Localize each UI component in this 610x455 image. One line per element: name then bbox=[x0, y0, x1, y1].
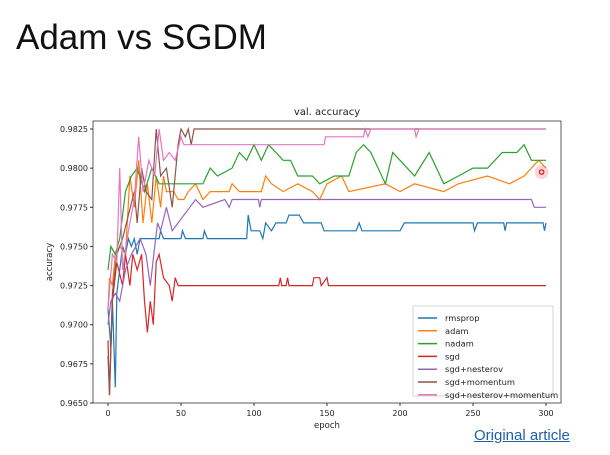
x-tick-label: 250 bbox=[465, 409, 480, 418]
legend-label: sgd+nesterov+momentum bbox=[445, 390, 558, 400]
chart-title: val. accuracy bbox=[294, 107, 360, 118]
legend-label: adam bbox=[445, 326, 469, 336]
cursor-highlight-icon bbox=[534, 165, 549, 180]
y-tick-label: 0.9700 bbox=[60, 321, 88, 330]
series-line-adam bbox=[107, 159, 547, 310]
legend-label: sgd bbox=[445, 351, 460, 361]
y-tick-label: 0.9825 bbox=[60, 125, 88, 134]
legend-label: sgd+momentum bbox=[445, 377, 515, 387]
y-tick-label: 0.9750 bbox=[60, 242, 88, 251]
x-tick-label: 50 bbox=[176, 409, 186, 418]
series-line-sgd bbox=[107, 252, 546, 396]
series-line-sgd-nesterov-momentum bbox=[107, 126, 546, 310]
y-tick-label: 0.9775 bbox=[60, 203, 88, 212]
series-line-rmsprop bbox=[107, 214, 547, 388]
series-line-nadam bbox=[107, 143, 546, 270]
y-tick-label: 0.9650 bbox=[60, 399, 88, 408]
x-axis-label: epoch bbox=[314, 421, 340, 431]
y-tick-label: 0.9800 bbox=[60, 164, 88, 173]
x-tick-label: 0 bbox=[105, 409, 110, 418]
legend: rmsprop adam nadam sgd sgd+nesterov sgd+momen… bbox=[412, 305, 558, 400]
series-line-sgd-nesterov bbox=[107, 198, 546, 325]
legend-label: nadam bbox=[445, 339, 474, 349]
y-tick-label: 0.9725 bbox=[60, 282, 88, 291]
legend-label: rmsprop bbox=[445, 313, 480, 323]
y-axis-label: accuracy bbox=[45, 243, 55, 281]
slide-title: Adam vs SGDM bbox=[16, 18, 267, 57]
y-tick-label: 0.9675 bbox=[60, 360, 88, 369]
x-tick-label: 300 bbox=[538, 409, 553, 418]
x-tick-label: 200 bbox=[392, 409, 407, 418]
x-tick-label: 100 bbox=[246, 409, 261, 418]
x-tick-label: 150 bbox=[319, 409, 334, 418]
series-line-sgd-momentum bbox=[107, 126, 546, 396]
legend-box bbox=[412, 305, 554, 397]
cursor-dot-icon bbox=[538, 169, 545, 175]
original-article-link[interactable]: Original article bbox=[474, 427, 570, 444]
legend-label: sgd+nesterov bbox=[445, 364, 503, 374]
